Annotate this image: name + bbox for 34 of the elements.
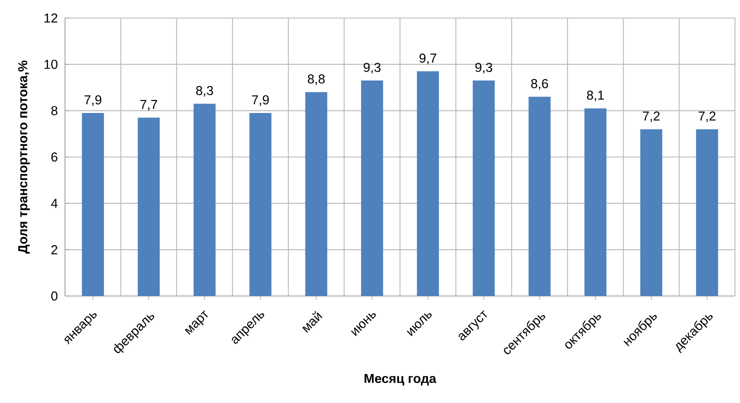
bar — [194, 104, 216, 296]
data-label: 7,2 — [642, 111, 660, 122]
x-axis-title: Месяц года — [364, 374, 436, 386]
y-tick-label: 0 — [51, 291, 58, 301]
bar — [528, 96, 551, 296]
data-label: 8,8 — [308, 74, 325, 86]
data-label: 9,3 — [364, 62, 381, 74]
x-tick-label: май — [302, 310, 322, 333]
y-tick-label: 12 — [44, 13, 58, 23]
y-tick-label: 2 — [51, 245, 58, 254]
data-label: 7,9 — [252, 95, 269, 106]
bar — [305, 92, 328, 296]
bar — [472, 80, 495, 296]
data-label: 8,1 — [586, 90, 604, 102]
bar — [249, 112, 272, 296]
data-label: 8,6 — [531, 79, 548, 90]
data-label: 9,7 — [420, 54, 436, 64]
y-tick-label: 6 — [51, 152, 58, 162]
bar — [696, 129, 718, 296]
data-label: 7,7 — [140, 100, 158, 111]
data-label: 9,3 — [475, 62, 492, 74]
bar — [82, 112, 104, 296]
data-label: 7,9 — [84, 95, 102, 106]
y-tick-label: 8 — [51, 106, 58, 116]
y-tick-label: 4 — [51, 198, 58, 208]
bar — [640, 129, 662, 296]
y-tick-label: 10 — [44, 60, 58, 69]
data-label: 7,2 — [698, 111, 716, 122]
y-axis-title: Доля транспортного потока,% — [18, 60, 30, 254]
data-label: 8,3 — [196, 86, 214, 97]
bar — [138, 118, 160, 296]
bar — [361, 80, 384, 296]
bar — [584, 108, 606, 296]
bar — [416, 71, 439, 296]
